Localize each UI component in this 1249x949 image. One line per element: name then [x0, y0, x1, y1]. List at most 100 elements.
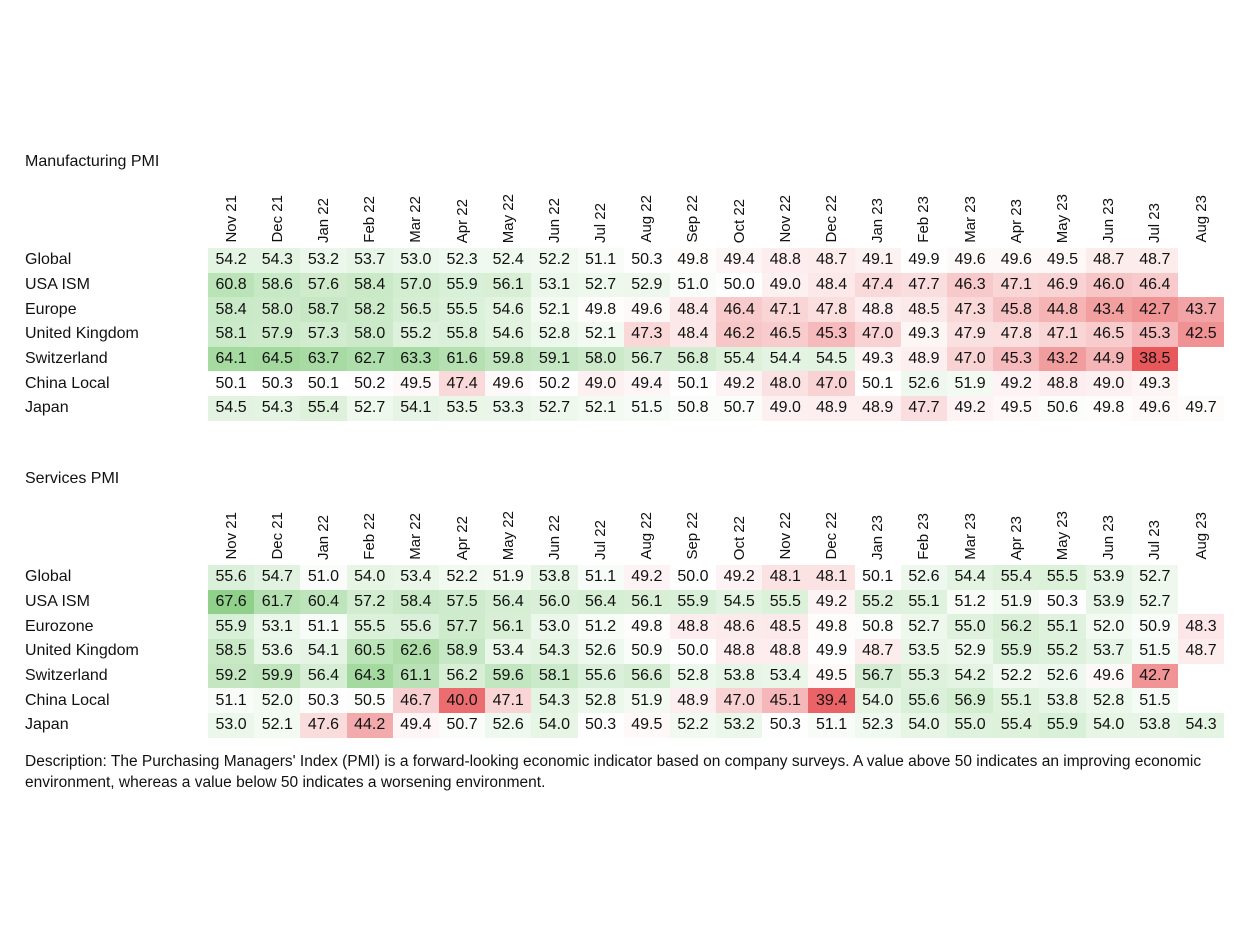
heatmap-cell: 53.2 [300, 248, 347, 273]
heatmap-cell: 53.7 [1085, 639, 1132, 664]
table-row: USA ISM 67.6 61.7 60.4 57.2 58.4 57.5 56.4 56.0 5… [22, 589, 1224, 615]
heatmap-cell: 54.3 [254, 248, 301, 273]
heatmap-cell: 53.8 [1131, 713, 1178, 738]
heatmap-cell: 47.1 [485, 688, 532, 714]
heatmap-cell: 45.3 [993, 346, 1040, 372]
header-row: Nov 21 Dec 21 Jan 22 Feb 22 Mar 22 Apr 22 May … [22, 186, 1224, 248]
column-header-label: Oct 22 [730, 515, 748, 560]
column-header: May 22 [485, 186, 531, 248]
column-header: Feb 23 [901, 503, 947, 565]
heatmap-cell: 39.4 [808, 688, 855, 714]
heatmap-cell: 50.1 [208, 371, 255, 397]
heatmap-cell: 50.1 [669, 371, 717, 397]
heatmap-cell: 51.1 [577, 248, 624, 273]
heatmap-cell: 52.0 [254, 688, 301, 714]
heatmap-cell: 55.0 [947, 713, 994, 738]
column-header: Feb 23 [901, 186, 947, 248]
heatmap-cell: 48.9 [669, 688, 717, 714]
heatmap-cell: 55.6 [900, 688, 947, 714]
heatmap-cell: 46.5 [762, 322, 809, 347]
heatmap-cell: 45.3 [808, 322, 855, 347]
heatmap-cell: 49.8 [669, 248, 717, 273]
heatmap-cell: 43.4 [1085, 297, 1132, 323]
heatmap-cell: 48.4 [669, 322, 717, 347]
heatmap-cell: 58.0 [346, 322, 393, 347]
heatmap-cell: 47.9 [947, 322, 994, 347]
column-header: Jul 22 [578, 186, 624, 248]
column-header-label: Sep 22 [684, 512, 702, 560]
heatmap-cell: 53.5 [900, 639, 947, 664]
column-header-label: Aug 23 [1192, 512, 1210, 560]
heatmap-cell: 53.9 [1085, 565, 1132, 590]
heatmap-cell: 47.1 [1039, 322, 1086, 347]
heatmap-cell: 48.9 [900, 346, 947, 372]
heatmap-cell: 47.7 [900, 396, 947, 421]
column-header-label: Dec 21 [268, 512, 286, 560]
heatmap-cell: 50.1 [300, 371, 347, 397]
heatmap-cell: 42.7 [1131, 663, 1178, 689]
heatmap-cell: 49.0 [762, 272, 809, 298]
heatmap-cell: 53.8 [716, 663, 763, 689]
column-header: Aug 23 [1178, 503, 1224, 565]
heatmap-cell: 55.8 [438, 322, 486, 347]
column-header: Jun 23 [1086, 186, 1132, 248]
column-header-label: Feb 23 [915, 196, 933, 243]
header-row: Nov 21 Dec 21 Jan 22 Feb 22 Mar 22 Apr 22 May … [22, 503, 1224, 565]
column-header: Jun 22 [531, 186, 577, 248]
heatmap-cell: 56.4 [577, 589, 624, 615]
heatmap-cell: 55.6 [392, 614, 439, 640]
column-header: Apr 23 [993, 503, 1039, 565]
row-label: China Local [25, 691, 110, 709]
heatmap-cell: 52.9 [947, 639, 994, 664]
heatmap-cell: 56.4 [300, 663, 347, 689]
column-header: Dec 21 [254, 503, 300, 565]
column-header-label: Oct 22 [730, 198, 748, 243]
column-header-label: Jun 22 [545, 514, 563, 560]
column-header-label: Jun 23 [1100, 197, 1118, 243]
heatmap-cell: 56.7 [854, 663, 901, 689]
heatmap-cell: 49.2 [993, 371, 1040, 397]
heatmap-cell: 46.4 [716, 297, 763, 323]
heatmap-cell: 49.9 [900, 248, 947, 273]
heatmap-cell: 48.9 [808, 396, 855, 421]
heatmap-cell: 51.9 [993, 589, 1040, 615]
heatmap-cell: 55.9 [669, 589, 717, 615]
heatmap-cell: 56.0 [531, 589, 578, 615]
heatmap-cell: 54.2 [947, 663, 994, 689]
heatmap-cell: 43.2 [1039, 346, 1086, 372]
heatmap-cell: 64.1 [208, 346, 255, 372]
heatmap-cell: 52.7 [1131, 565, 1178, 590]
heatmap-cell: 50.8 [854, 614, 901, 640]
heatmap-cell: 54.0 [346, 565, 393, 590]
heatmap-cell: 57.3 [300, 322, 347, 347]
heatmap-cell: 50.3 [577, 713, 624, 738]
heatmap-cell: 53.0 [531, 614, 578, 640]
heatmap-cell: 52.8 [531, 322, 578, 347]
heatmap-cell: 56.9 [947, 688, 994, 714]
row-label: United Kingdom [25, 325, 139, 343]
heatmap-cell: 52.2 [669, 713, 717, 738]
heatmap-cell: 52.4 [485, 248, 532, 273]
column-header-label: Dec 22 [823, 195, 841, 243]
column-header: Oct 22 [716, 186, 762, 248]
heatmap-cell: 59.8 [485, 346, 532, 372]
heatmap-cell: 48.6 [716, 614, 763, 640]
heatmap-cell: 49.8 [577, 297, 624, 323]
heatmap-cell: 61.7 [254, 589, 301, 615]
heatmap-cell: 49.9 [808, 639, 855, 664]
heatmap-cell: 47.7 [900, 272, 947, 298]
column-header-label: May 23 [1053, 193, 1071, 243]
heatmap-cell: 50.3 [300, 688, 347, 714]
heatmap-cell: 44.8 [1039, 297, 1086, 323]
row-label: China Local [25, 374, 110, 392]
heatmap-cell: 49.2 [716, 371, 763, 397]
table-row: China Local 51.1 52.0 50.3 50.5 46.7 40.0 47.1 5… [22, 688, 1224, 714]
heatmap-cell: 49.2 [808, 589, 855, 615]
heatmap-cell: 47.0 [854, 322, 901, 347]
heatmap-cell: 52.8 [1085, 688, 1132, 714]
column-header: May 23 [1039, 503, 1085, 565]
heatmap-cell: 47.0 [947, 346, 994, 372]
column-header: Jul 23 [1132, 186, 1178, 248]
heatmap-cell: 49.3 [854, 346, 901, 372]
heatmap-cell: 48.9 [854, 396, 901, 421]
